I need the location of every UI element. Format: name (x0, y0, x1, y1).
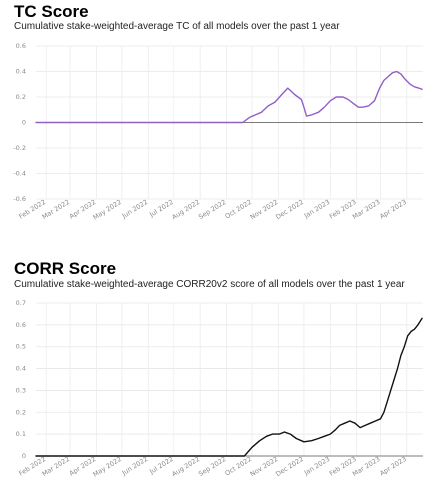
tc-score-title: TC Score (14, 2, 89, 21)
tc-x-tick-label: Mar 2023 (351, 198, 381, 221)
tc-y-tick-label: -0.6 (13, 195, 26, 203)
corr-x-tick-label: Nov 2022 (249, 455, 280, 478)
corr-y-tick-label: 0.7 (16, 299, 26, 307)
corr-y-tick-label: 0.4 (16, 365, 26, 373)
corr-y-tick-label: 0.5 (16, 343, 26, 351)
corr-y-tick-label: 0 (22, 452, 26, 460)
tc-x-tick-label: Sep 2022 (197, 198, 227, 221)
tc-y-tick-label: 0.6 (16, 42, 26, 50)
tc-y-tick-label: 0.4 (16, 68, 26, 76)
tc-series-line (35, 70, 423, 124)
corr-x-tick-label: Sep 2022 (197, 455, 227, 478)
corr-x-tick-label: Mar 2023 (351, 455, 381, 478)
tc-x-tick-label: May 2022 (92, 198, 123, 222)
corr-x-tick-label: Jun 2022 (120, 455, 149, 478)
tc-x-tick-label: Oct 2022 (224, 198, 254, 221)
corr-score-panel: CORR Score Cumulative stake-weighted-ave… (0, 256, 423, 499)
corr-x-tick-label: Apr 2023 (378, 455, 408, 478)
corr-y-tick-label: 0.2 (16, 408, 26, 416)
tc-y-tick-label: -0.4 (13, 170, 26, 178)
tc-x-tick-label: Nov 2022 (249, 198, 280, 221)
tc-y-tick-label: 0.2 (16, 93, 26, 101)
corr-x-tick-label: Dec 2022 (274, 455, 305, 478)
tc-y-tick-label: 0 (22, 119, 26, 127)
corr-y-tick-label: 0.1 (16, 430, 26, 438)
corr-y-tick-label: 0.3 (16, 386, 26, 394)
tc-x-tick-label: Jan 2023 (302, 198, 331, 220)
corr-x-tick-label: Mar 2022 (41, 455, 71, 478)
tc-score-subtitle: Cumulative stake-weighted-average TC of … (14, 21, 340, 32)
corr-x-tick-label: Oct 2022 (224, 455, 254, 478)
corr-score-subtitle: Cumulative stake-weighted-average CORR20… (14, 279, 405, 290)
tc-y-tick-label: -0.2 (13, 144, 26, 152)
tc-x-tick-label: Dec 2022 (274, 198, 305, 221)
tc-x-tick-label: Mar 2022 (41, 198, 71, 221)
corr-series-line (35, 317, 423, 457)
tc-score-panel: TC Score Cumulative stake-weighted-avera… (13, 2, 423, 222)
corr-x-tick-label: May 2022 (92, 455, 123, 479)
tc-x-tick-label: Apr 2023 (378, 198, 408, 221)
corr-x-tick-label: Aug 2022 (170, 455, 201, 478)
tc-x-tick-label: Aug 2022 (170, 198, 201, 221)
corr-score-title: CORR Score (14, 259, 117, 278)
corr-x-tick-label: Jan 2023 (302, 455, 331, 477)
tc-x-tick-label: Jun 2022 (120, 198, 149, 221)
corr-y-tick-label: 0.6 (16, 321, 26, 329)
